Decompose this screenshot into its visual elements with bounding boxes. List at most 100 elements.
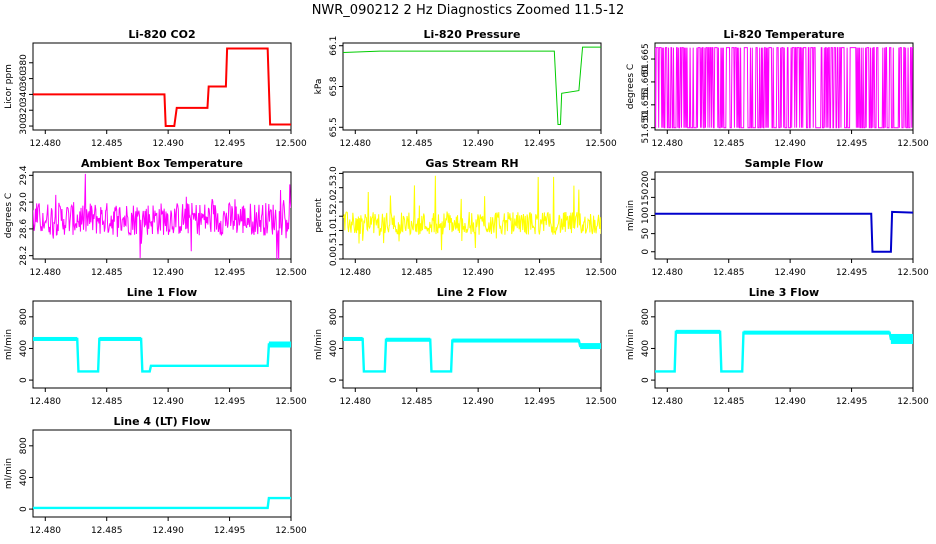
y-tick-label: 0 — [19, 506, 29, 512]
series-band — [268, 341, 291, 348]
y-tick-label: 360 — [19, 70, 29, 87]
y-axis-label: degrees C — [626, 64, 636, 109]
chart-title: Line 1 Flow — [127, 286, 197, 299]
plot-frame — [32, 42, 292, 131]
y-axis-label: ml/min — [626, 329, 636, 360]
series-line — [33, 47, 291, 128]
series-line — [343, 337, 601, 373]
y-tick-label: 200 — [641, 170, 651, 187]
y-tick-label: 1.5 — [329, 209, 339, 223]
plot-frame — [654, 171, 914, 260]
x-tick-label: 12.495 — [524, 139, 556, 149]
y-axis-label: Licor ppm — [4, 64, 14, 109]
x-tick-label: 12.480 — [30, 268, 62, 278]
y-tick-label: 150 — [641, 189, 651, 206]
y-tick-label: 29.4 — [19, 165, 29, 185]
y-tick-label: 800 — [19, 308, 29, 325]
x-tick-label: 12.500 — [275, 526, 307, 536]
x-tick-label: 12.490 — [774, 139, 806, 149]
series-line — [343, 46, 601, 126]
y-axis-label: ml/min — [4, 329, 14, 360]
x-tick-label: 12.500 — [585, 397, 617, 407]
x-tick-label: 12.495 — [214, 526, 246, 536]
y-tick-label: 28.6 — [19, 219, 29, 239]
x-tick-label: 12.500 — [275, 268, 307, 278]
chart-panel-li-820-temperature: Li-820 Temperature 12.480 12.485 12.490 12.4… — [626, 28, 929, 149]
chart-title: Sample Flow — [745, 157, 824, 170]
x-tick-label: 12.500 — [275, 397, 307, 407]
series-line — [33, 173, 291, 259]
series-line — [33, 337, 291, 373]
y-tick-label: 1.0 — [329, 223, 339, 238]
x-tick-label: 12.485 — [713, 268, 745, 278]
chart-panel-line-3-flow: Line 3 Flow 12.480 12.485 12.490 12.495 12.50… — [626, 286, 929, 407]
x-tick-label: 12.490 — [774, 268, 806, 278]
x-tick-label: 12.490 — [152, 268, 184, 278]
y-tick-label: 2.5 — [329, 181, 339, 195]
x-tick-label: 12.495 — [836, 268, 868, 278]
x-tick-label: 12.485 — [401, 397, 433, 407]
y-tick-label: 28.2 — [19, 246, 29, 266]
x-tick-label: 12.480 — [30, 397, 62, 407]
y-tick-label: 100 — [641, 207, 651, 224]
y-tick-label: 380 — [19, 54, 29, 71]
x-tick-label: 12.495 — [836, 397, 868, 407]
plot-frame — [342, 42, 602, 131]
x-tick-label: 12.480 — [340, 139, 372, 149]
y-tick-label: 29.0 — [19, 192, 29, 212]
main-title: NWR_090212 2 Hz Diagnostics Zoomed 11.5-… — [312, 3, 625, 18]
series-band — [386, 337, 431, 342]
chart-title: Ambient Box Temperature — [81, 157, 243, 170]
x-tick-label: 12.495 — [214, 139, 246, 149]
plot-frame — [32, 171, 292, 260]
x-tick-label: 12.495 — [214, 268, 246, 278]
y-tick-label: 51.660 — [641, 66, 651, 98]
x-tick-label: 12.485 — [91, 139, 123, 149]
y-tick-label: 0.0 — [329, 252, 339, 267]
series-band — [890, 333, 913, 344]
y-tick-label: 0 — [19, 377, 29, 383]
y-tick-label: 3.0 — [329, 166, 339, 181]
x-tick-label: 12.500 — [897, 397, 929, 407]
y-tick-label: 320 — [19, 101, 29, 118]
y-axis-label: kPa — [314, 79, 324, 95]
series-band — [99, 336, 142, 341]
chart-title: Li-820 CO2 — [128, 28, 195, 41]
chart-title: Line 3 Flow — [749, 286, 819, 299]
plot-frame — [342, 300, 602, 389]
plot-frame — [654, 300, 914, 389]
series-line — [655, 330, 913, 373]
y-axis-label: percent — [314, 198, 324, 233]
x-tick-label: 12.490 — [462, 397, 494, 407]
x-tick-label: 12.480 — [340, 397, 372, 407]
y-tick-label: 400 — [329, 340, 339, 357]
y-tick-label: 51.665 — [641, 43, 651, 75]
y-tick-label: 400 — [641, 340, 651, 357]
y-tick-label: 400 — [19, 340, 29, 357]
x-tick-label: 12.490 — [462, 268, 494, 278]
x-tick-label: 12.500 — [897, 268, 929, 278]
chart-panel-sample-flow: Sample Flow 12.480 12.485 12.490 12.495 12.50… — [626, 157, 929, 278]
x-tick-label: 12.490 — [152, 397, 184, 407]
series-band — [452, 338, 579, 343]
x-tick-label: 12.500 — [585, 268, 617, 278]
x-tick-label: 12.480 — [652, 397, 684, 407]
x-tick-label: 12.490 — [462, 139, 494, 149]
series-band — [675, 329, 721, 334]
x-tick-label: 12.485 — [91, 526, 123, 536]
x-tick-label: 12.485 — [401, 268, 433, 278]
y-axis-label: ml/min — [4, 458, 14, 489]
plot-frame — [342, 171, 602, 260]
chart-panel-ambient-box-temperature: Ambient Box Temperature 12.480 12.485 12.49… — [4, 157, 307, 278]
plot-frame — [32, 429, 292, 518]
y-tick-label: 50 — [641, 228, 651, 240]
x-tick-label: 12.480 — [652, 268, 684, 278]
y-tick-label: 65.8 — [329, 76, 339, 96]
x-tick-label: 12.480 — [30, 526, 62, 536]
chart-title: Li-820 Pressure — [424, 28, 521, 41]
y-tick-label: 2.0 — [329, 195, 339, 210]
x-tick-label: 12.480 — [340, 268, 372, 278]
x-tick-label: 12.485 — [401, 139, 433, 149]
x-tick-label: 12.490 — [774, 397, 806, 407]
